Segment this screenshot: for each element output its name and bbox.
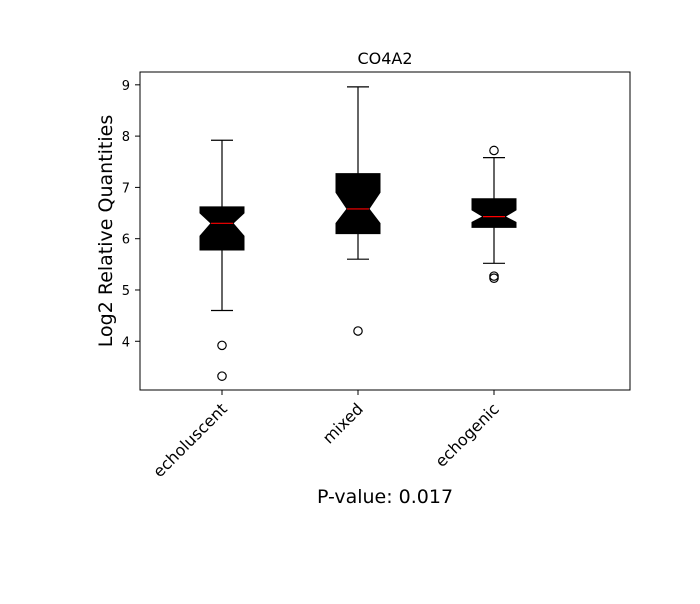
box-series [199,86,517,381]
x-tick-label: echoluscent [149,399,231,481]
box-echoluscent [199,139,245,381]
y-tick-label: 9 [122,79,130,94]
outlier-point [353,326,363,336]
y-tick-label: 4 [122,335,130,350]
y-tick-label: 8 [122,130,130,145]
notched-box [471,198,517,228]
plot-area-frame [139,71,631,391]
outlier-point [217,340,227,351]
box-mixed [335,86,381,336]
outlier-point [489,273,499,283]
notched-box [335,173,381,235]
chart-title: CO4A2 [357,49,412,68]
outlier-point [217,371,227,381]
y-axis: 4 5 6 7 8 9 [122,79,140,350]
y-tick-label: 7 [122,181,130,196]
outlier-point [489,271,499,281]
y-axis-label: Log2 Relative Quantities [95,115,117,347]
x-axis-label: P-value: 0.017 [317,486,453,508]
x-axis: echoluscent mixed echogenic [149,390,503,481]
x-tick-label: echogenic [431,399,502,470]
y-tick-label: 5 [122,284,130,299]
notched-box [199,206,245,251]
outlier-point [489,145,499,156]
y-tick-label: 6 [122,233,130,248]
box-echogenic [471,145,517,283]
x-tick-label: mixed [319,399,367,447]
